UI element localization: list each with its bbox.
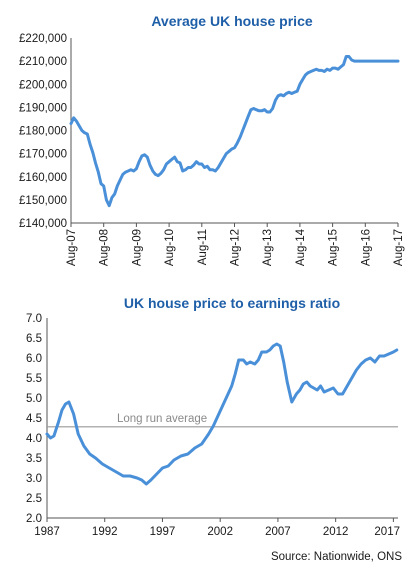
house-price-axes: £140,000 £150,000 £160,000 £170,000 £180,000… [19, 33, 405, 266]
house-price-y-tick-label: £160,000 [19, 172, 67, 184]
earnings-ratio-x-tick-label: 2017 [374, 526, 400, 538]
house-price-y-tick-label: £180,000 [19, 126, 67, 138]
earnings-ratio-y-tick-label: 5.5 [26, 373, 42, 385]
house-price-x-tick-label: Aug-08 [99, 229, 111, 266]
earnings-ratio-series-line [45, 342, 399, 486]
earnings-ratio-y-tick-label: 6.5 [26, 333, 42, 345]
earnings-ratio-y-tick-label: 2.0 [26, 513, 42, 525]
house-price-y-tick-label: £200,000 [19, 79, 67, 91]
house-price-x-tick-label: Aug-07 [66, 229, 78, 266]
earnings-ratio-y-tick-label: 5.0 [26, 393, 42, 405]
earnings-ratio-y-tick-label: 4.5 [26, 413, 42, 425]
earnings-ratio-x-tick-label: 2007 [265, 526, 291, 538]
house-price-y-tick-label: £210,000 [19, 56, 67, 68]
earnings-ratio-x-tick-label: 1997 [150, 526, 176, 538]
earnings-ratio-chart-title: UK house price to earnings ratio [124, 295, 340, 311]
earnings-ratio-y-tick-label: 7.0 [26, 313, 42, 325]
house-price-x-tick-label: Aug-14 [295, 228, 307, 266]
house-price-y-tick-label: £140,000 [19, 218, 67, 230]
house-price-x-tick-label: Aug-10 [164, 229, 176, 266]
house-price-x-tick-label: Aug-17 [393, 229, 405, 266]
house-price-y-tick-label: £220,000 [19, 33, 67, 45]
house-price-y-tick-label: £150,000 [19, 195, 67, 207]
house-price-series-line [69, 55, 400, 208]
earnings-ratio-y-tick-label: 3.0 [26, 473, 42, 485]
house-price-chart: Average UK house price £140,000£150,000£… [19, 13, 405, 266]
earnings-ratio-x-tick-label: 1992 [92, 526, 118, 538]
earnings-ratio-axes: 2.0 2.5 3.0 3.5 4.0 4.5 5.0 5.5 6.0 6.5 7.0 1987 199… [26, 313, 400, 538]
source-note: Source: Nationwide, ONS [271, 551, 402, 563]
house-price-x-tick-label: Aug-09 [131, 229, 143, 266]
long-run-average-label: Long run average [117, 413, 207, 425]
earnings-ratio-y-tick-label: 6.0 [26, 353, 42, 365]
house-price-y-tick-label: £170,000 [19, 149, 67, 161]
earnings-ratio-chart: UK house price to earnings ratio 2.0 2.5 3… [26, 295, 400, 538]
earnings-ratio-x-tick-label: 2012 [323, 526, 349, 538]
earnings-ratio-y-tick-label: 4.0 [26, 433, 42, 445]
house-price-x-tick-label: Aug-15 [328, 229, 340, 266]
house-price-y-tick-label: £190,000 [19, 102, 67, 114]
house-price-x-tick-label: Aug-16 [360, 229, 372, 266]
earnings-ratio-y-tick-label: 2.5 [26, 493, 42, 505]
house-price-x-tick-label: Aug-13 [262, 229, 274, 266]
earnings-ratio-x-tick-label: 1987 [34, 526, 60, 538]
house-price-x-tick-label: Aug-11 [197, 229, 209, 265]
earnings-ratio-y-tick-label: 3.5 [26, 453, 42, 465]
earnings-ratio-x-tick-label: 2002 [207, 526, 233, 538]
house-price-chart-title: Average UK house price [151, 13, 313, 29]
house-price-x-tick-label: Aug-12 [230, 229, 242, 266]
